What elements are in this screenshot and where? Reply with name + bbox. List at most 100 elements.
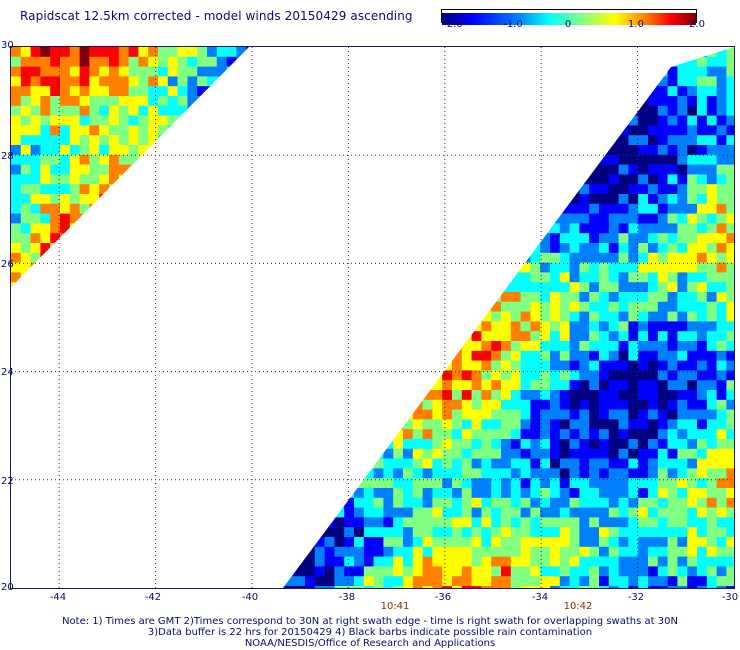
wind-cell	[256, 292, 266, 302]
wind-cell	[246, 508, 256, 518]
wind-cell	[511, 116, 521, 126]
wind-cell	[344, 449, 354, 459]
wind-cell	[491, 96, 501, 106]
wind-cell	[119, 576, 129, 586]
wind-cell	[393, 253, 403, 263]
wind-cell	[80, 566, 90, 576]
wind-cell	[236, 439, 246, 449]
wind-cell	[393, 165, 403, 175]
wind-cell	[236, 331, 246, 341]
wind-cell	[393, 106, 403, 116]
wind-cell	[530, 115, 541, 126]
wind-cell	[569, 125, 580, 136]
wind-cell	[158, 115, 169, 126]
wind-cell	[481, 105, 492, 116]
wind-cell	[648, 96, 659, 107]
wind-cell	[207, 164, 218, 175]
wind-cell	[216, 174, 227, 185]
wind-cell	[608, 56, 619, 67]
wind-cell	[442, 115, 453, 126]
wind-cell	[187, 508, 197, 518]
wind-cell	[325, 331, 335, 341]
wind-cell	[373, 115, 384, 126]
wind-cell	[501, 233, 511, 243]
wind-cell	[60, 96, 71, 107]
wind-cell	[99, 174, 110, 185]
wind-cell	[227, 508, 237, 518]
wind-cell	[109, 194, 120, 205]
wind-cell	[393, 47, 404, 58]
wind-cell	[314, 56, 325, 67]
wind-cell	[511, 223, 521, 233]
wind-cell	[207, 400, 217, 410]
wind-cell	[40, 135, 51, 146]
wind-cell	[11, 351, 21, 361]
wind-cell	[501, 76, 511, 86]
wind-cell	[412, 96, 423, 107]
wind-cell	[40, 576, 50, 586]
wind-cell	[325, 410, 335, 420]
wind-cell	[158, 517, 168, 527]
wind-cell	[315, 214, 325, 224]
wind-cell	[99, 66, 110, 77]
wind-cell	[129, 586, 139, 588]
wind-cell	[266, 135, 276, 145]
wind-cell	[452, 66, 463, 77]
wind-cell	[374, 351, 384, 361]
wind-cell	[334, 174, 344, 184]
wind-cell	[236, 498, 246, 508]
wind-cell	[216, 145, 227, 156]
wind-cell	[207, 135, 218, 146]
wind-cell	[540, 86, 551, 97]
wind-cell	[422, 105, 433, 116]
wind-cell	[21, 537, 31, 547]
wind-cell	[403, 57, 413, 67]
wind-cell	[21, 341, 31, 351]
wind-cell	[40, 262, 51, 273]
wind-cell	[207, 96, 218, 107]
wind-cell	[354, 331, 364, 341]
wind-cell	[344, 86, 354, 96]
wind-cell	[609, 106, 619, 116]
wind-cell	[256, 272, 266, 282]
wind-cell	[217, 390, 227, 400]
wind-cell	[334, 106, 344, 116]
wind-cell	[334, 76, 345, 87]
wind-cell	[197, 429, 207, 439]
wind-cell	[462, 312, 472, 322]
wind-cell	[138, 527, 148, 537]
wind-cell	[540, 145, 550, 155]
wind-cell	[324, 115, 335, 126]
wind-cell	[158, 361, 168, 371]
wind-cell	[638, 125, 649, 136]
wind-cell	[207, 262, 218, 273]
wind-cell	[89, 203, 100, 214]
wind-cell	[354, 380, 364, 390]
wind-cell	[276, 527, 286, 537]
wind-cell	[109, 203, 120, 214]
wind-cell	[412, 125, 423, 136]
wind-cell	[177, 203, 188, 214]
wind-cell	[325, 253, 335, 263]
wind-cell	[197, 390, 207, 400]
wind-cell	[70, 419, 80, 429]
wind-cell	[315, 400, 325, 410]
wind-cell	[334, 312, 344, 322]
wind-cell	[608, 86, 619, 97]
wind-cell	[217, 292, 227, 302]
wind-cell	[168, 478, 178, 488]
wind-cell	[589, 125, 599, 135]
wind-cell	[325, 194, 335, 204]
wind-cell	[403, 86, 414, 97]
wind-cell	[383, 184, 393, 194]
wind-cell	[148, 125, 159, 136]
wind-cell	[31, 566, 41, 576]
wind-cell	[462, 233, 472, 243]
wind-cell	[530, 174, 540, 184]
wind-cell	[89, 429, 99, 439]
wind-cell	[491, 263, 501, 273]
wind-cell	[79, 272, 90, 283]
wind-cell	[177, 125, 188, 136]
wind-cell	[403, 174, 413, 184]
wind-cell	[246, 272, 249, 283]
